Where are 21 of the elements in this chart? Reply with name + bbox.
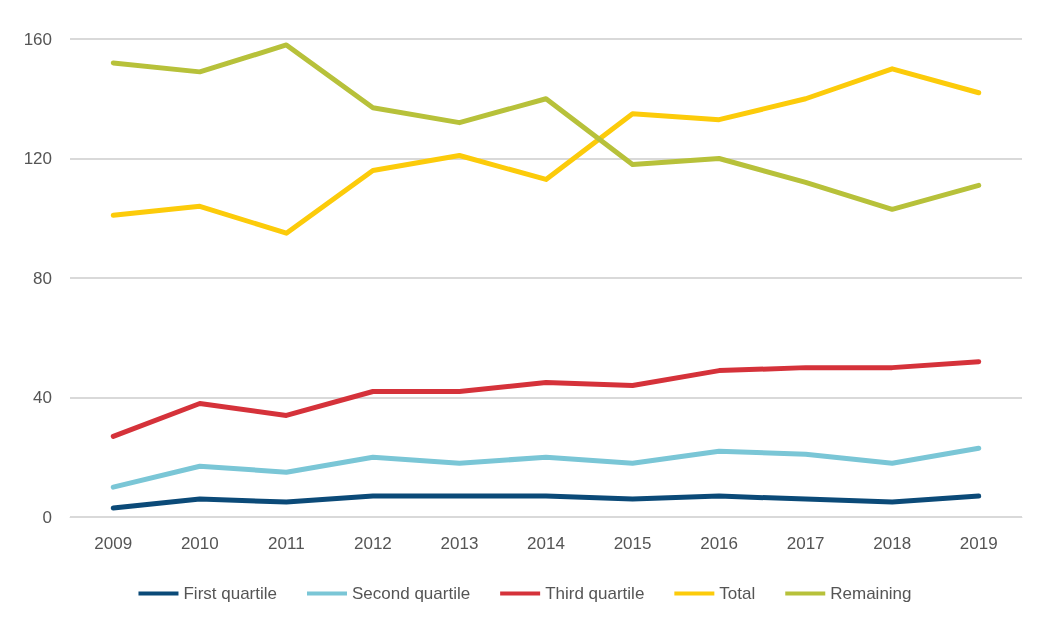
legend-label: Third quartile bbox=[545, 584, 645, 603]
x-tick-label: 2014 bbox=[527, 534, 565, 553]
x-tick-label: 2012 bbox=[354, 534, 392, 553]
legend-label: First quartile bbox=[183, 584, 278, 603]
y-tick-label: 160 bbox=[23, 29, 52, 49]
x-tick-label: 2009 bbox=[94, 534, 133, 553]
x-tick-label: 2016 bbox=[700, 534, 738, 553]
legend-label: Remaining bbox=[830, 584, 912, 603]
y-tick-label: 120 bbox=[23, 149, 52, 168]
x-tick-label: 2010 bbox=[180, 534, 219, 553]
legend-label: Total bbox=[719, 584, 756, 603]
y-tick-label: 80 bbox=[33, 268, 52, 288]
legend-label: Second quartile bbox=[352, 584, 471, 603]
y-tick-label: 0 bbox=[42, 507, 52, 527]
y-tick-label: 40 bbox=[33, 388, 52, 407]
x-tick-label: 2018 bbox=[873, 534, 912, 553]
x-tick-label: 2013 bbox=[440, 534, 479, 553]
x-tick-label: 2015 bbox=[613, 534, 652, 553]
x-tick-label: 2017 bbox=[786, 534, 825, 553]
x-tick-label: 2019 bbox=[959, 534, 998, 553]
x-tick-label: 2011 bbox=[268, 534, 305, 553]
